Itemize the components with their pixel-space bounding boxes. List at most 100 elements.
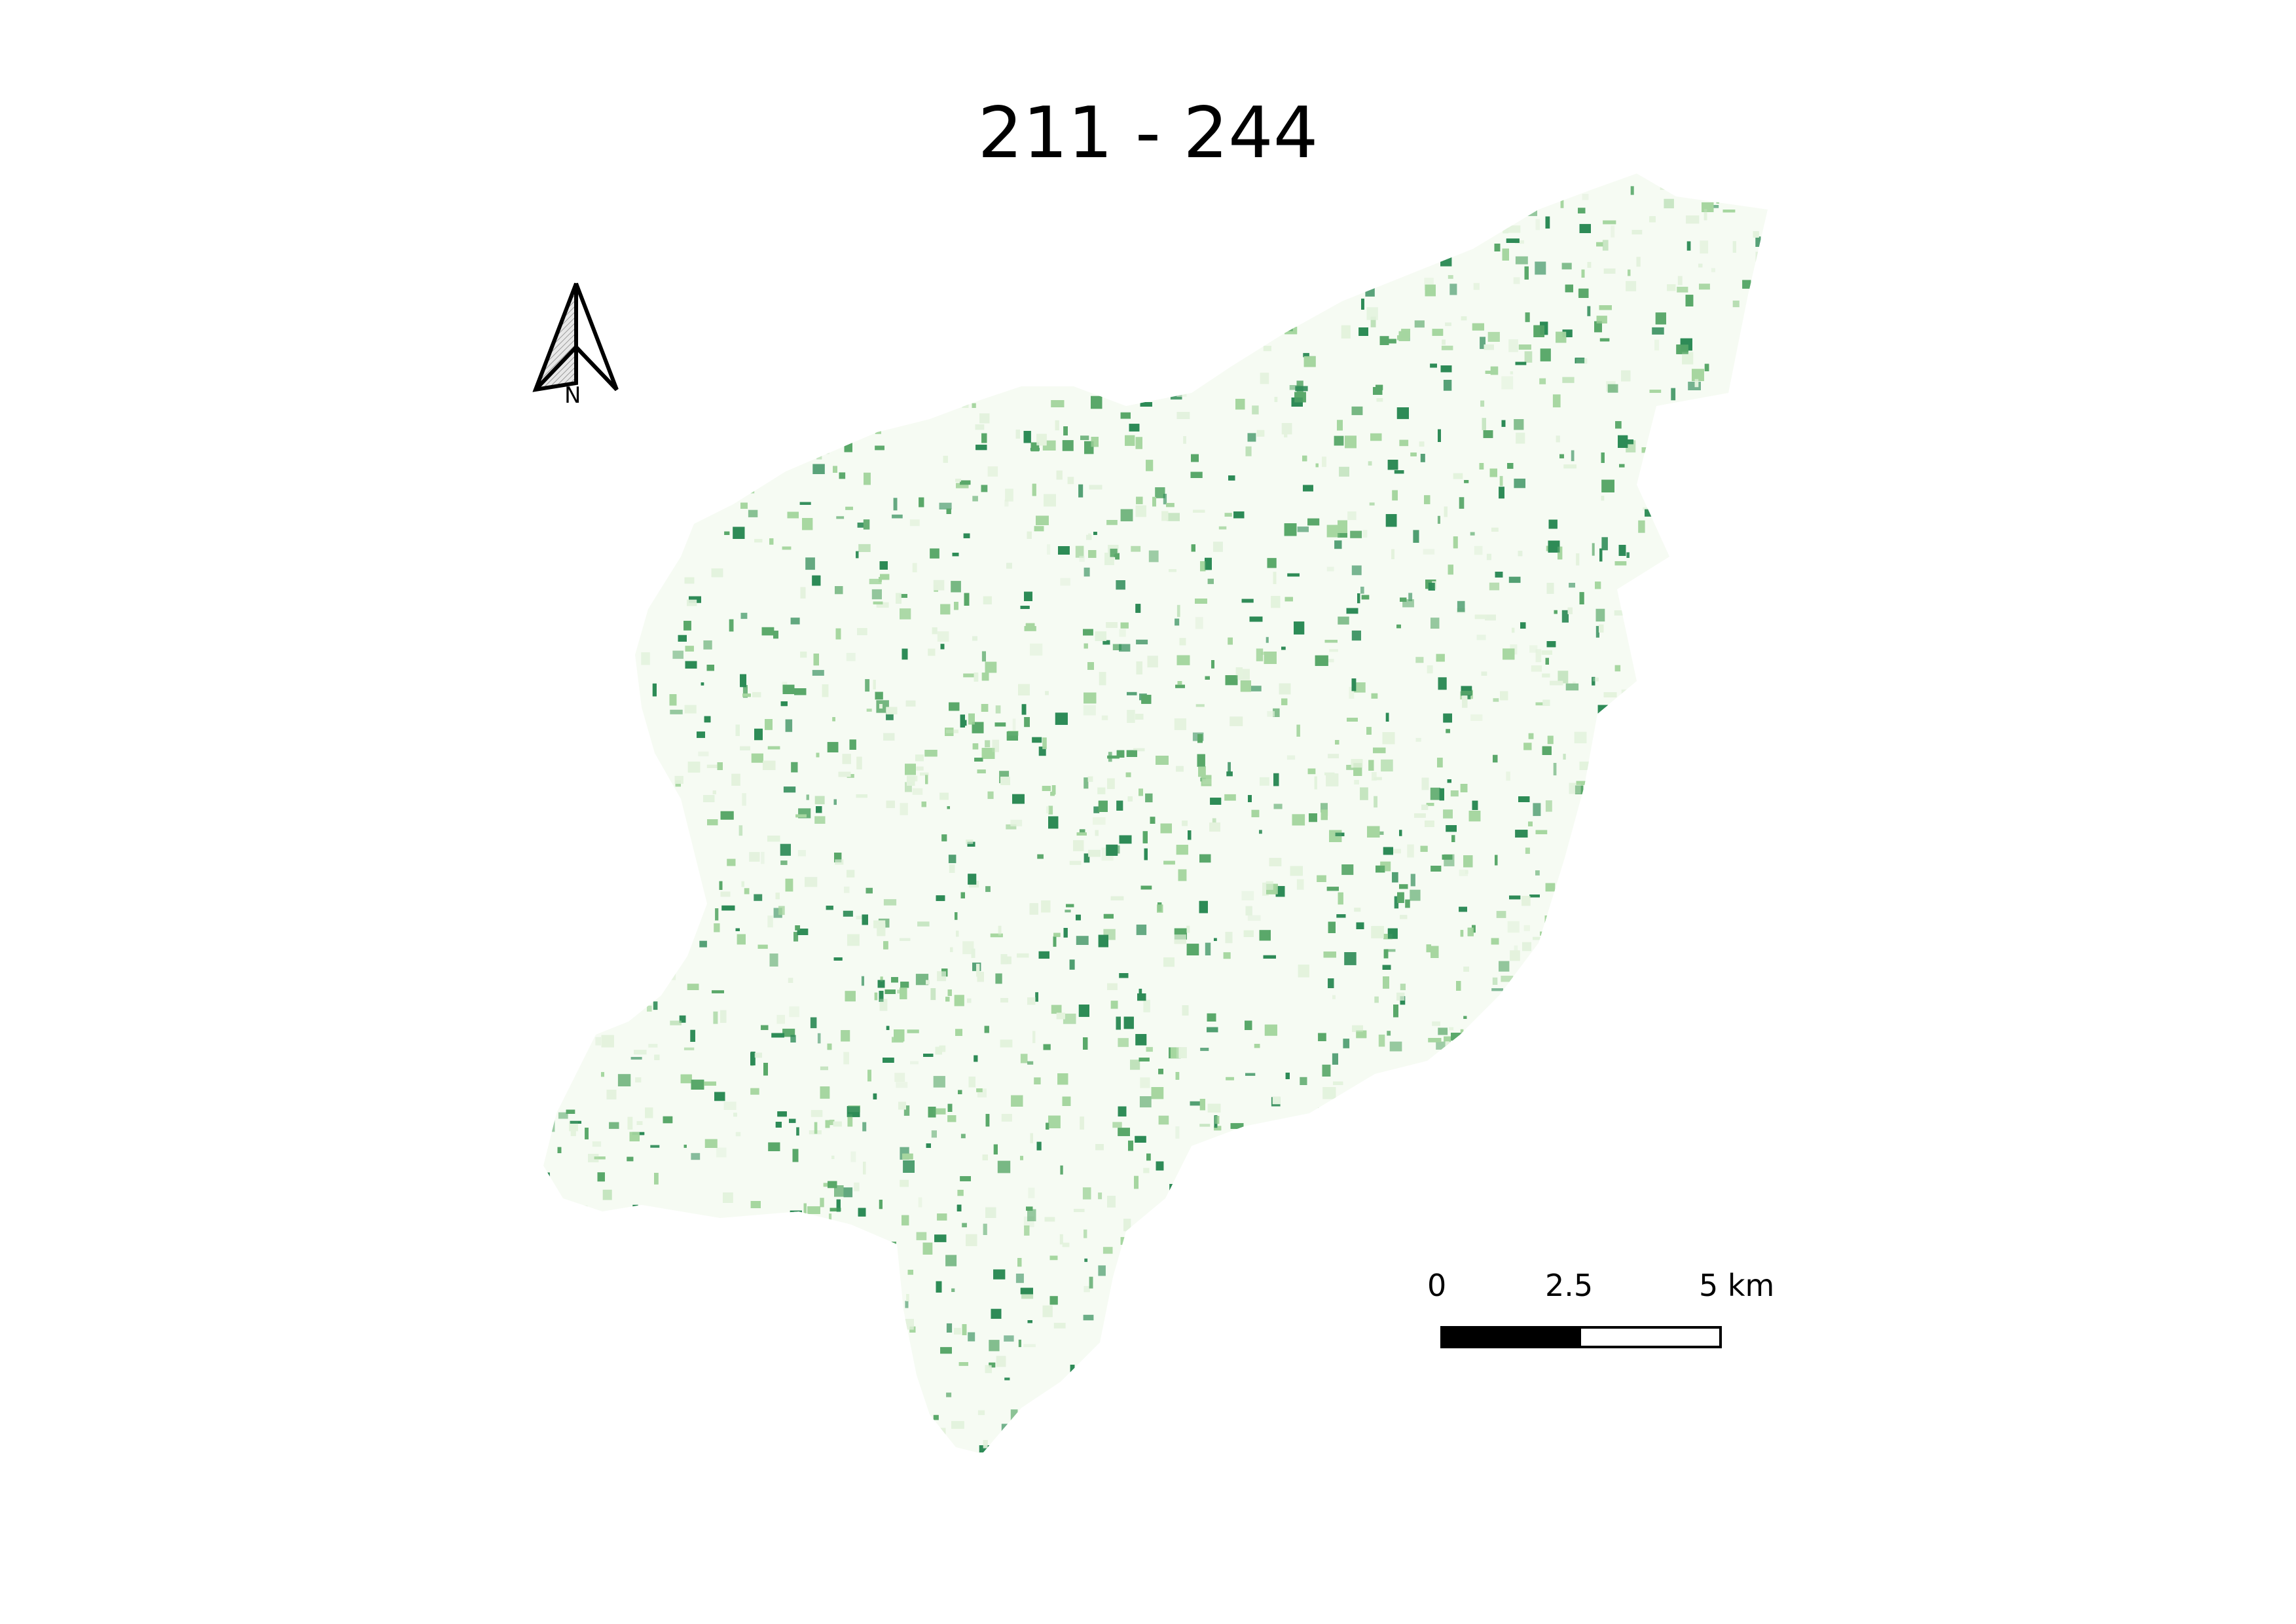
vegetation-pixel: [643, 909, 648, 913]
vegetation-pixel: [1663, 412, 1675, 420]
vegetation-pixel: [1764, 459, 1768, 463]
vegetation-pixel: [1749, 1110, 1762, 1124]
vegetation-pixel: [607, 773, 613, 783]
vegetation-pixel: [1558, 177, 1569, 183]
vegetation-pixel: [1777, 412, 1787, 419]
vegetation-pixel: [1285, 1122, 1288, 1134]
vegetation-pixel: [1327, 180, 1335, 189]
vegetation-pixel: [633, 764, 646, 774]
vegetation-pixel: [557, 587, 569, 599]
vegetation-pixel: [907, 382, 913, 387]
vegetation-pixel: [1365, 239, 1377, 247]
vegetation-pixel: [673, 914, 680, 920]
vegetation-pixel: [1777, 564, 1783, 574]
vegetation-pixel: [794, 270, 804, 278]
vegetation-pixel: [558, 193, 572, 200]
vegetation-pixel: [894, 287, 900, 299]
vegetation-pixel: [937, 631, 949, 642]
vegetation-pixel: [1659, 437, 1666, 446]
vegetation-pixel: [665, 845, 669, 852]
vegetation-pixel: [1266, 1286, 1270, 1295]
vegetation-pixel: [797, 370, 801, 373]
vegetation-pixel: [760, 417, 767, 429]
vegetation-pixel: [1004, 500, 1009, 507]
vegetation-pixel: [1147, 1404, 1157, 1418]
vegetation-pixel: [1159, 1357, 1172, 1367]
vegetation-pixel: [1667, 418, 1673, 426]
vegetation-pixel: [1055, 255, 1060, 261]
vegetation-pixel: [543, 738, 548, 749]
vegetation-pixel: [1618, 728, 1626, 734]
vegetation-pixel: [1055, 1436, 1063, 1441]
vegetation-pixel: [1417, 1084, 1430, 1096]
vegetation-pixel: [644, 1249, 655, 1263]
vegetation-pixel: [1044, 1446, 1057, 1454]
vegetation-pixel: [1486, 553, 1491, 561]
vegetation-pixel: [1110, 356, 1117, 368]
vegetation-pixel: [1682, 593, 1693, 606]
vegetation-pixel: [972, 323, 981, 335]
vegetation-pixel: [1183, 436, 1186, 444]
vegetation-pixel: [1623, 881, 1634, 887]
vegetation-pixel: [1389, 1162, 1401, 1176]
vegetation-pixel: [1696, 1207, 1707, 1211]
vegetation-pixel: [1049, 1409, 1055, 1415]
vegetation-pixel: [1392, 1257, 1403, 1260]
vegetation-pixel: [811, 281, 814, 293]
vegetation-pixel: [1751, 443, 1759, 449]
vegetation-pixel: [1481, 1361, 1493, 1374]
vegetation-pixel: [1703, 566, 1711, 570]
vegetation-pixel: [960, 1134, 966, 1139]
vegetation-pixel: [1779, 1431, 1789, 1435]
vegetation-pixel: [1001, 1446, 1004, 1452]
vegetation-pixel: [1394, 1170, 1405, 1177]
vegetation-pixel: [1034, 223, 1042, 230]
vegetation-pixel: [1501, 1042, 1512, 1053]
vegetation-pixel: [1559, 972, 1572, 985]
vegetation-pixel: [885, 1271, 891, 1280]
vegetation-pixel: [1535, 261, 1546, 275]
vegetation-pixel: [594, 754, 606, 762]
vegetation-pixel: [601, 1253, 610, 1257]
vegetation-pixel: [1385, 261, 1392, 272]
vegetation-pixel: [776, 210, 784, 215]
vegetation-pixel: [911, 288, 919, 297]
vegetation-pixel: [1750, 725, 1758, 729]
vegetation-pixel: [629, 903, 638, 915]
vegetation-pixel: [678, 893, 682, 902]
vegetation-pixel: [886, 712, 894, 720]
vegetation-pixel: [1574, 731, 1587, 744]
vegetation-pixel: [779, 1217, 788, 1223]
vegetation-pixel: [1587, 306, 1591, 316]
vegetation-pixel: [1268, 1206, 1277, 1215]
vegetation-pixel: [1117, 1419, 1127, 1430]
vegetation-pixel: [882, 1446, 895, 1452]
vegetation-pixel: [1539, 378, 1546, 384]
vegetation-pixel: [617, 613, 625, 618]
vegetation-pixel: [1678, 563, 1683, 574]
vegetation-pixel: [548, 409, 556, 421]
vegetation-pixel: [633, 764, 646, 774]
vegetation-pixel: [1205, 942, 1211, 955]
vegetation-pixel: [1407, 844, 1414, 858]
vegetation-pixel: [782, 1278, 787, 1291]
vegetation-pixel: [1392, 872, 1398, 883]
vegetation-pixel: [1162, 316, 1171, 326]
vegetation-pixel: [905, 782, 912, 792]
vegetation-pixel: [838, 1405, 847, 1411]
vegetation-pixel: [1234, 284, 1243, 289]
vegetation-pixel: [948, 287, 957, 295]
vegetation-pixel: [861, 1430, 874, 1435]
vegetation-pixel: [1228, 762, 1231, 773]
vegetation-pixel: [1580, 1031, 1585, 1042]
vegetation-pixel: [1055, 1436, 1063, 1441]
vegetation-pixel: [1188, 1237, 1192, 1242]
vegetation-pixel: [1030, 308, 1038, 321]
vegetation-pixel: [1480, 337, 1485, 349]
vegetation-pixel: [909, 519, 920, 526]
vegetation-pixel: [812, 670, 824, 676]
vegetation-pixel: [896, 1082, 908, 1088]
vegetation-pixel: [1576, 995, 1582, 1003]
vegetation-pixel: [1139, 1096, 1152, 1108]
vegetation-pixel: [809, 329, 818, 332]
